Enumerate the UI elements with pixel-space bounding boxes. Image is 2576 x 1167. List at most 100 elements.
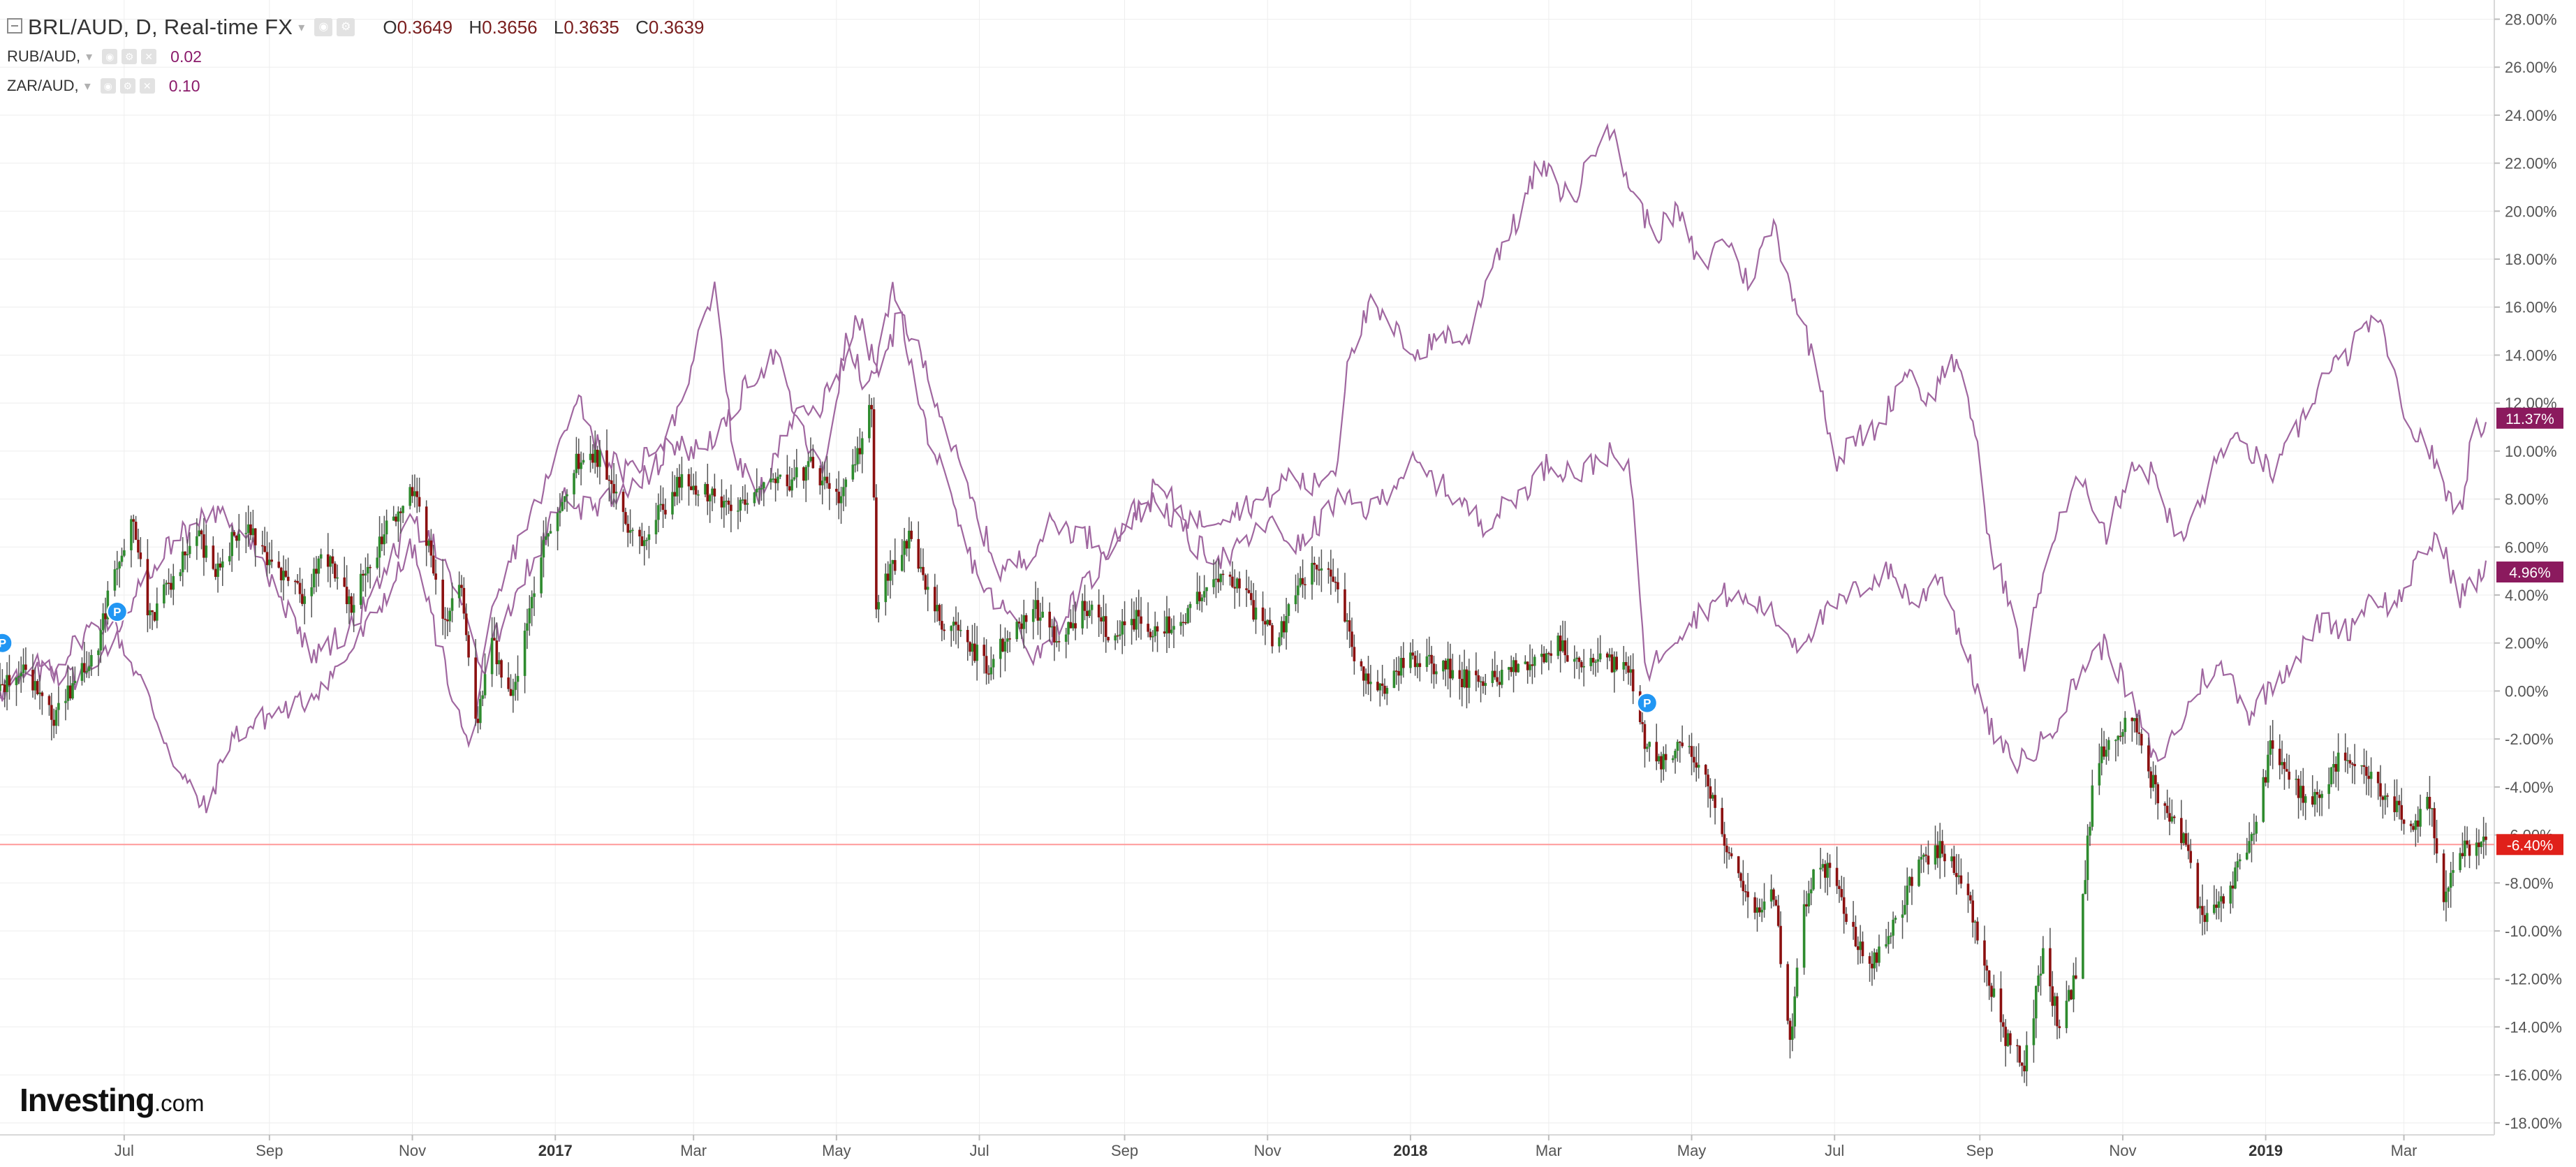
candle-body: [1510, 667, 1513, 673]
candle-body: [1055, 641, 1059, 643]
candle-body: [457, 585, 461, 599]
candle-body: [2365, 766, 2368, 776]
candle-body: [2248, 841, 2251, 853]
candle-body: [2334, 764, 2338, 772]
x-axis[interactable]: Jul Sep Nov 2017 Mar May Jul Sep Nov 2018 Mar May Ju…: [115, 1135, 2417, 1159]
candle-body: [647, 534, 651, 541]
candle-body: [1348, 620, 1351, 632]
candle-body: [2464, 840, 2466, 856]
candle-body: [1020, 623, 1023, 629]
candle-body: [265, 552, 269, 566]
candle-body: [392, 516, 395, 521]
zar-legend[interactable]: ZAR/AUD, ▾ ◉ ⚙ ✕ 0.10: [7, 71, 704, 101]
eye-icon[interactable]: ◉: [314, 18, 333, 36]
candle-body: [200, 530, 203, 535]
candle-body: [1714, 795, 1716, 808]
y-tick-label: 28.00%: [2505, 10, 2557, 28]
eye-icon[interactable]: ◉: [100, 78, 116, 94]
candle-body: [1688, 746, 1691, 747]
candle-body: [2180, 818, 2183, 844]
y-tick-label: -12.00%: [2505, 971, 2562, 988]
candle-body: [1774, 900, 1778, 906]
candle-body: [1163, 631, 1166, 634]
candle-body: [661, 504, 665, 511]
candle-body: [708, 495, 712, 501]
candle-body: [1622, 662, 1626, 670]
candle-body: [1102, 616, 1105, 622]
candle-body: [673, 492, 677, 497]
candle-body: [296, 580, 299, 583]
candle-body: [36, 681, 39, 694]
candle-body: [130, 519, 133, 550]
candle-body: [2100, 746, 2103, 763]
candle-body: [1934, 845, 1937, 865]
candle-body: [1024, 615, 1028, 622]
candle-body: [1022, 615, 1026, 629]
candle-body: [758, 488, 760, 490]
overlay-series: [0, 122, 2487, 814]
candle-body: [343, 577, 346, 587]
candle-body: [134, 522, 138, 540]
candle-body: [1563, 640, 1567, 656]
rub-legend[interactable]: RUB/AUD, ▾ ◉ ⚙ ✕ 0.02: [7, 42, 704, 71]
candle-body: [2466, 840, 2468, 845]
candle-body: [2302, 786, 2305, 803]
close-icon[interactable]: ✕: [139, 78, 155, 94]
candle-body: [1006, 638, 1009, 642]
candle-body: [1330, 569, 1332, 577]
candle-body: [1573, 659, 1576, 662]
candle-body: [1812, 869, 1815, 890]
candle-body: [1182, 622, 1185, 624]
candle-body: [1064, 634, 1068, 642]
candle-body: [2154, 775, 2157, 784]
candle-body: [1728, 852, 1731, 853]
chevron-down-icon[interactable]: ▾: [84, 78, 91, 93]
settings-icon[interactable]: ⚙: [119, 78, 135, 94]
eye-icon[interactable]: ◉: [102, 49, 118, 64]
candle-body: [2196, 863, 2200, 909]
candle-body: [1252, 600, 1255, 620]
rub-value: 0.02: [170, 47, 202, 66]
candle-body: [153, 612, 156, 621]
close-icon[interactable]: ✕: [141, 49, 157, 64]
candle-body: [1904, 904, 1906, 915]
candle-body: [624, 512, 627, 524]
collapse-legend-icon[interactable]: [7, 18, 22, 34]
settings-icon[interactable]: ⚙: [122, 49, 138, 64]
candle-body: [777, 476, 779, 483]
candle-body: [671, 492, 674, 515]
event-marker-label: P: [113, 605, 121, 619]
y-tick-label: 16.00%: [2505, 299, 2557, 316]
candle-body: [2400, 805, 2404, 820]
main-series-legend[interactable]: BRL/AUD, D, Real-time FX ▾ ◉ ⚙ O0.3649 H…: [7, 13, 704, 42]
chevron-down-icon[interactable]: ▾: [298, 20, 305, 34]
candle-body: [1762, 901, 1766, 910]
candle-body: [481, 695, 484, 699]
x-tick-label: Mar: [1536, 1142, 1562, 1159]
candle-body: [1247, 589, 1251, 594]
candle-body: [1165, 616, 1168, 634]
candle-body: [1952, 856, 1956, 873]
chevron-down-icon[interactable]: ▾: [86, 49, 93, 64]
candle-body: [2409, 823, 2413, 826]
event-markers[interactable]: P P P: [0, 601, 1658, 714]
candle-body: [251, 528, 255, 536]
candle-body: [2461, 853, 2464, 856]
candle-body: [2346, 760, 2349, 761]
candle-body: [992, 659, 995, 668]
candle-body: [2336, 752, 2340, 772]
candle-body: [2281, 762, 2283, 765]
candle-body: [1107, 637, 1110, 640]
candle-body: [1725, 845, 1728, 853]
candle-body: [165, 582, 168, 585]
candle-body: [1776, 905, 1780, 926]
candle-body: [411, 487, 414, 497]
candle-body: [2398, 800, 2401, 805]
candle-body: [577, 453, 580, 469]
candle-body: [687, 474, 691, 487]
candle-body: [2442, 853, 2445, 902]
candle-body: [1660, 756, 1663, 770]
candle-body: [15, 677, 18, 686]
settings-icon[interactable]: ⚙: [337, 18, 355, 36]
